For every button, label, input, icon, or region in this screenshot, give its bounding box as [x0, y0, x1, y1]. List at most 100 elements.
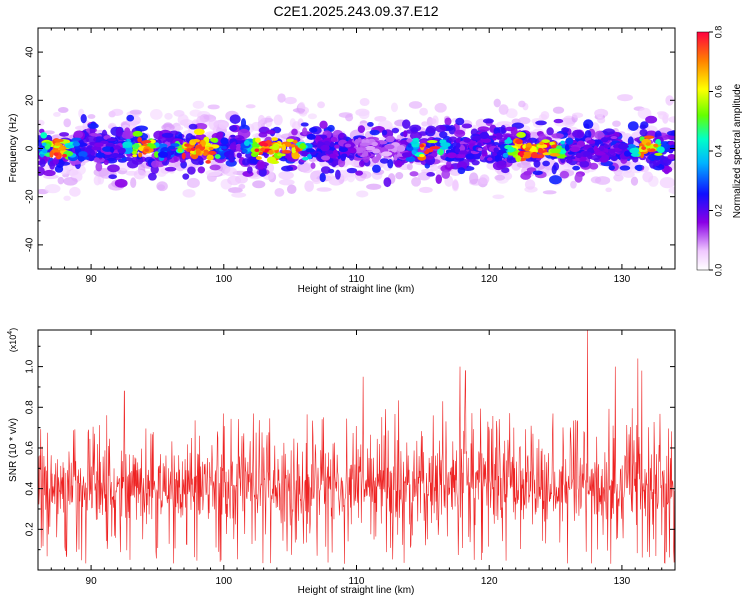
spectrogram-hotspot	[538, 148, 544, 153]
spectrogram-cell	[517, 116, 531, 125]
spectrogram-cell	[110, 108, 124, 116]
snr-scale-prefix: (x10	[8, 335, 18, 353]
spectrogram-cell	[121, 130, 135, 140]
spectrogram-cell	[334, 144, 340, 149]
spectrogram-cell	[246, 159, 260, 164]
spectrogram-cell	[257, 114, 265, 125]
spectrogram-cell	[409, 171, 419, 177]
spectrogram-cell	[549, 175, 562, 185]
spectrogram-cell	[299, 143, 307, 150]
spectrogram-cell	[327, 124, 335, 132]
spectrogram-cell	[405, 156, 416, 162]
spectrogram-cell	[406, 138, 413, 143]
spectrogram-cell	[268, 149, 274, 155]
spectrogram-cell	[281, 165, 294, 172]
spectrogram-cell	[515, 138, 523, 145]
spectrogram-cell	[381, 151, 393, 157]
spectrogram-cell	[502, 152, 509, 158]
spectrogram-cell	[109, 146, 115, 153]
spectrogram-cell	[85, 135, 97, 143]
spectrogram-cell	[548, 141, 555, 146]
spectrogram-cell	[69, 168, 81, 179]
spectrogram-hotspot	[184, 143, 190, 147]
spectrogram-cell	[540, 111, 550, 120]
spectrogram-cell	[39, 159, 46, 168]
spectrogram-cell	[639, 151, 645, 159]
spectrogram-hotspot	[186, 148, 192, 152]
spectrogram-cell	[667, 154, 675, 160]
spectrogram-cell	[477, 126, 490, 132]
spectrogram-cell	[504, 138, 513, 144]
spectrogram-cell	[359, 142, 371, 147]
spectrogram-cell	[355, 170, 364, 176]
snr-ytick-label: 0.6	[25, 441, 36, 455]
spectrogram-cell	[251, 121, 262, 132]
spectrogram-cell	[412, 138, 418, 142]
spectrogram-hotspot	[419, 143, 425, 148]
spectrogram-cell	[394, 160, 403, 168]
spectrogram-cell	[133, 169, 146, 180]
spectrogram-hotspot	[539, 141, 545, 146]
spectrogram-cell	[71, 137, 82, 141]
spectrogram-hotspot	[641, 146, 647, 150]
spectrogram-cell	[501, 133, 513, 139]
spectrogram-cell	[426, 125, 437, 134]
spectrogram-cell	[494, 174, 506, 181]
spectrogram-cell	[252, 180, 266, 189]
spectrogram-cell	[419, 107, 429, 116]
spectrogram-cell	[301, 156, 309, 161]
spectrogram-cell	[243, 140, 250, 146]
spectrogram-cell	[190, 153, 199, 160]
spectrogram-cell	[229, 150, 234, 156]
spectrogram-cell	[130, 177, 137, 189]
colorbar-tick-label: 0.8	[713, 26, 723, 39]
spectrogram-cell	[189, 109, 202, 117]
spectrogram-cell	[654, 152, 663, 156]
spectrogram-cell	[94, 142, 104, 148]
spectrogram-cell	[291, 128, 298, 136]
spectrogram-cell	[668, 186, 675, 195]
colorbar-tick-label: 0.6	[713, 85, 723, 98]
spectrogram-hotspot	[645, 142, 651, 146]
spectrogram-axes: 90 100 110 120 130 -40 -20 0 20 40	[25, 27, 676, 285]
spectrogram-cell	[372, 148, 381, 154]
spectrogram-cell	[229, 159, 235, 163]
spectrogram-cell	[583, 151, 591, 157]
spectrogram-cell	[608, 148, 616, 155]
spectrogram-cell	[665, 95, 674, 106]
spectrogram-cell	[151, 160, 159, 168]
spectrogram-cell	[610, 135, 618, 140]
spectrogram-hotspot	[190, 147, 196, 152]
spectrogram-cell	[551, 133, 564, 139]
spectrogram-cell	[526, 167, 537, 173]
spectrogram-cell	[231, 192, 247, 198]
snr-ytick-label: 0.4	[25, 481, 36, 495]
spectrogram-cell	[602, 128, 615, 135]
spectrogram-cell	[53, 139, 64, 143]
spectrogram-hotspot	[259, 147, 265, 152]
spectrogram-ytick-label: 40	[25, 46, 36, 58]
spectrogram-cell	[164, 112, 173, 120]
spectrogram-cell	[236, 152, 242, 159]
spectrogram-cell	[435, 124, 447, 133]
spectrogram-cell	[486, 157, 493, 162]
spectrogram-cell	[359, 97, 370, 107]
spectrogram-cell	[383, 177, 392, 188]
spectrogram-cell	[95, 152, 105, 158]
spectrogram-cell	[122, 141, 133, 148]
snr-series-line	[38, 330, 675, 564]
spectrogram-cell	[610, 156, 618, 162]
spectrogram-cell	[630, 152, 640, 157]
spectrogram-cell	[238, 183, 246, 190]
spectrogram-cell	[669, 144, 675, 151]
spectrogram-cell	[191, 138, 201, 143]
colorbar: 0.0 0.2 0.4 0.6 0.8 Normalized spectral ampl…	[696, 26, 743, 276]
snr-panel: 90 100 110 120 130 0.2 0.4 0.6 0.8 1.0 Height of …	[7, 328, 676, 596]
spectrogram-cell	[369, 129, 380, 136]
spectrogram-cell	[182, 189, 196, 198]
spectrogram-cell	[463, 137, 471, 143]
spectrogram-cell	[54, 142, 61, 146]
spectrogram-cell	[402, 119, 411, 129]
spectrogram-cell	[302, 127, 308, 136]
spectrogram-cell	[429, 118, 437, 125]
